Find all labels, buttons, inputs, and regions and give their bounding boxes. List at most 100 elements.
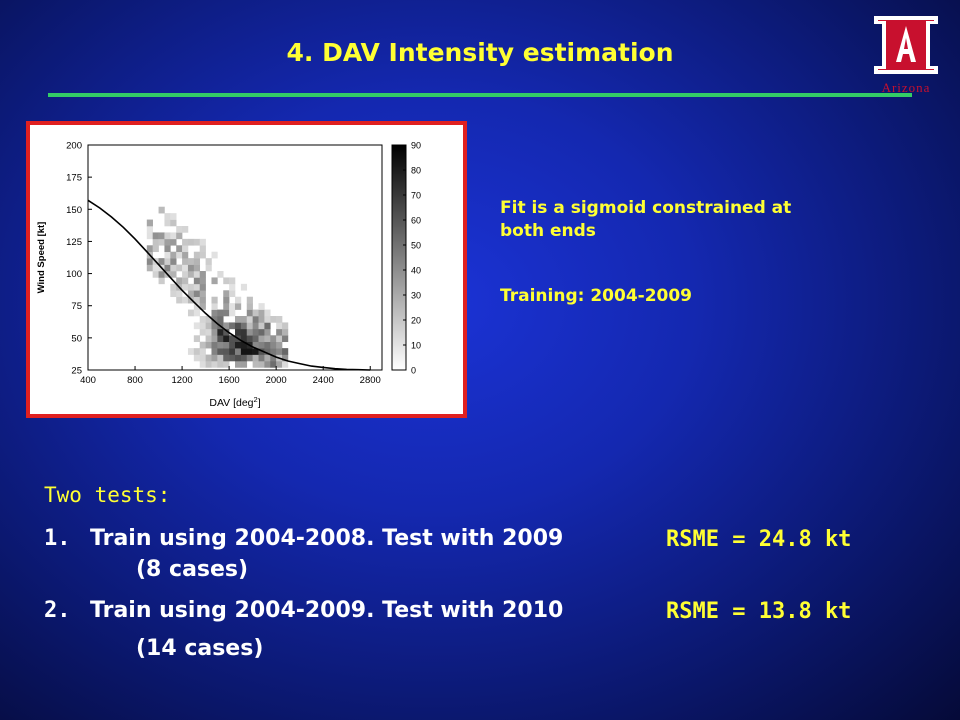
y-tick-label: 200	[66, 141, 82, 152]
density-cell	[217, 361, 224, 368]
density-cell	[235, 322, 242, 330]
density-cell	[182, 251, 189, 259]
density-cell	[170, 232, 177, 240]
density-cell	[211, 335, 218, 343]
y-tick-label: 50	[71, 333, 82, 344]
density-cell	[252, 348, 259, 355]
density-cell	[164, 245, 171, 253]
colorbar-tick-label: 10	[411, 341, 421, 351]
density-cell	[276, 328, 283, 336]
density-cell	[193, 322, 201, 330]
density-cell	[229, 277, 236, 285]
density-cell	[235, 348, 242, 355]
density-cell	[176, 296, 183, 304]
density-cell	[176, 264, 183, 272]
density-cell	[170, 264, 177, 272]
test1-description: Train using 2004-2008. Test with 2009	[90, 526, 564, 551]
density-cell	[246, 316, 253, 323]
density-cell	[199, 361, 206, 368]
density-cell	[176, 290, 183, 298]
density-cell	[282, 328, 289, 336]
density-cell	[146, 258, 153, 265]
density-cell	[187, 258, 195, 265]
density-cell	[258, 335, 265, 343]
y-tick-label: 125	[66, 237, 82, 248]
density-cell	[252, 354, 259, 362]
y-tick-label: 75	[71, 301, 82, 312]
density-cell	[158, 232, 165, 240]
density-cell	[182, 238, 189, 246]
density-cell	[264, 354, 271, 362]
density-cell	[270, 335, 277, 343]
density-cell	[240, 361, 248, 368]
density-cell	[170, 251, 177, 259]
density-cell	[223, 341, 230, 349]
density-cell	[182, 245, 189, 253]
density-cell	[199, 238, 206, 246]
density-cell	[187, 264, 195, 272]
density-cell	[182, 226, 189, 233]
density-cell	[199, 283, 206, 291]
density-cell	[217, 341, 224, 349]
density-cell	[258, 354, 265, 362]
x-tick-label: 400	[80, 375, 96, 386]
density-cell	[187, 309, 195, 317]
scatter-density-chart: 400 800 1200 1600 2000 2400 280025507510012515…	[36, 141, 421, 410]
x-tick-label: 2000	[266, 375, 287, 386]
density-cell	[205, 322, 212, 330]
density-cell	[223, 296, 230, 304]
density-cell	[240, 354, 248, 362]
density-cell	[223, 361, 230, 368]
density-cell	[240, 348, 248, 355]
density-cell	[246, 335, 253, 343]
training-note: Training: 2004-2009	[500, 286, 693, 306]
test2-cases: (14 cases)	[136, 636, 264, 661]
density-cell	[164, 232, 171, 240]
density-cell	[217, 348, 224, 355]
test1-cases: (8 cases)	[136, 557, 249, 582]
density-cell	[270, 361, 277, 368]
test2-rsme: RSME = 13.8 kt	[666, 599, 852, 624]
density-cell	[193, 348, 201, 355]
colorbar-tick-label: 60	[411, 216, 421, 226]
density-cell	[246, 348, 253, 355]
density-cell	[276, 361, 283, 368]
x-tick-label: 2800	[360, 375, 381, 386]
density-cell	[164, 219, 171, 227]
density-cell	[240, 335, 248, 343]
density-cell	[176, 245, 183, 253]
density-cell	[193, 290, 201, 298]
density-cell	[211, 251, 218, 259]
density-cell	[270, 354, 277, 362]
tests-header: Two tests:	[44, 483, 171, 507]
density-cell	[246, 309, 253, 317]
density-cell	[152, 271, 159, 278]
density-cell	[146, 219, 153, 227]
density-cell	[252, 322, 259, 330]
colorbar-tick-label: 30	[411, 291, 421, 301]
density-cell	[170, 213, 177, 220]
density-cell	[246, 322, 253, 330]
density-cell	[187, 348, 195, 355]
density-cell	[264, 322, 271, 330]
density-cell	[252, 335, 259, 343]
density-cell	[229, 303, 236, 310]
density-cell	[258, 341, 265, 349]
density-cell	[282, 335, 289, 343]
density-cell	[240, 328, 248, 336]
density-cell	[193, 277, 201, 285]
density-cell	[152, 245, 159, 253]
density-cell	[252, 309, 259, 317]
density-cell	[217, 309, 224, 317]
density-cell	[170, 258, 177, 265]
density-cell	[264, 328, 271, 336]
density-cell	[199, 251, 206, 259]
density-cell	[258, 322, 265, 330]
density-cell	[199, 316, 206, 323]
density-cell	[211, 322, 218, 330]
density-cell	[252, 328, 259, 336]
density-cell	[258, 309, 265, 317]
density-cell	[211, 354, 218, 362]
density-cell	[211, 316, 218, 323]
density-cell	[282, 354, 289, 362]
